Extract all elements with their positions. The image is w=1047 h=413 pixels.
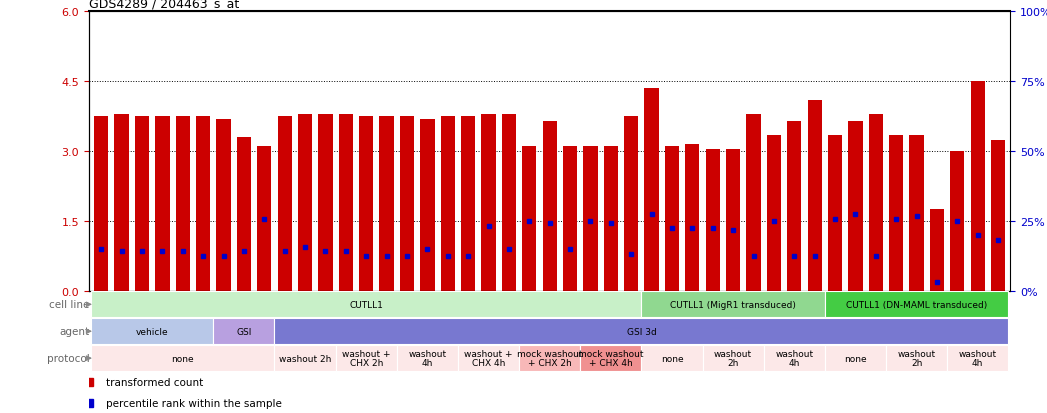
Bar [318,114,333,291]
Bar [400,117,415,291]
Bar [726,150,740,291]
Text: washout
4h: washout 4h [775,349,814,368]
Bar [563,147,577,291]
Bar [155,117,170,291]
Text: GSI: GSI [237,327,251,336]
Bar [461,117,475,291]
Bar [274,318,1008,344]
Text: transformed count: transformed count [106,377,203,387]
Text: percentile rank within the sample: percentile rank within the sample [106,398,282,408]
Bar [869,114,883,291]
Bar [359,117,374,291]
Text: protocol: protocol [47,353,89,363]
Bar [298,114,312,291]
Bar [825,345,886,371]
Bar [91,318,214,344]
Bar [645,89,659,291]
Text: none: none [172,354,194,363]
Bar [482,114,495,291]
Text: CUTLL1: CUTLL1 [350,300,383,309]
Bar [948,345,1008,371]
Bar [889,135,904,291]
Bar [176,117,190,291]
Bar [397,345,458,371]
Bar [706,150,720,291]
Bar [196,117,210,291]
Text: washout +
CHX 2h: washout + CHX 2h [342,349,391,368]
Bar [747,114,761,291]
Bar [828,135,842,291]
Text: mock washout
+ CHX 2h: mock washout + CHX 2h [517,349,582,368]
Text: none: none [844,354,867,363]
Text: washout +
CHX 4h: washout + CHX 4h [464,349,513,368]
Bar [114,114,129,291]
Bar [583,147,598,291]
Bar [766,135,781,291]
Bar [258,147,271,291]
Text: mock washout
+ CHX 4h: mock washout + CHX 4h [578,349,644,368]
Text: washout 2h: washout 2h [279,354,331,363]
Bar [522,147,536,291]
Bar [951,152,964,291]
Text: CUTLL1 (DN-MAML transduced): CUTLL1 (DN-MAML transduced) [846,300,987,309]
Bar [91,292,642,318]
Bar [787,121,801,291]
Bar [91,345,274,371]
Text: washout
2h: washout 2h [714,349,752,368]
Bar [441,117,454,291]
Bar [277,117,292,291]
Text: none: none [661,354,684,363]
Bar [379,117,394,291]
Bar [542,121,557,291]
Bar [604,147,618,291]
Bar [336,345,397,371]
Bar [763,345,825,371]
Text: washout
4h: washout 4h [408,349,446,368]
Bar [580,345,642,371]
Bar [971,82,985,291]
Bar [685,145,699,291]
Bar [807,101,822,291]
Bar [624,117,639,291]
Text: GDS4289 / 204463_s_at: GDS4289 / 204463_s_at [89,0,240,10]
Text: washout
4h: washout 4h [959,349,997,368]
Bar [502,114,516,291]
Bar [910,135,923,291]
Bar [930,210,944,291]
Bar [274,345,336,371]
Bar [420,119,435,291]
Bar [848,121,863,291]
Text: cell line: cell line [49,299,89,310]
Bar [214,318,274,344]
Bar [703,345,763,371]
Bar [992,140,1005,291]
Bar [135,117,149,291]
Bar [94,117,108,291]
Text: washout
2h: washout 2h [897,349,936,368]
Text: CUTLL1 (MigR1 transduced): CUTLL1 (MigR1 transduced) [670,300,796,309]
Text: agent: agent [60,326,89,337]
Bar [642,292,825,318]
Text: vehicle: vehicle [136,327,169,336]
Bar [217,119,230,291]
Text: GSI 3d: GSI 3d [626,327,656,336]
Bar [642,345,703,371]
Bar [458,345,519,371]
Bar [825,292,1008,318]
Bar [338,114,353,291]
Bar [237,138,251,291]
Bar [665,147,680,291]
Bar [886,345,948,371]
Bar [519,345,580,371]
